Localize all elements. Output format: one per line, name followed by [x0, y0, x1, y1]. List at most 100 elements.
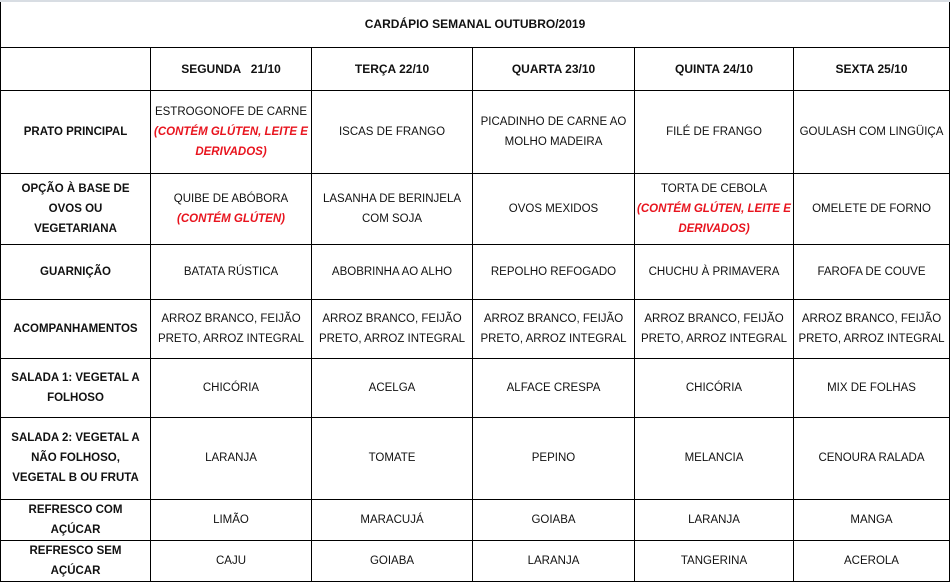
menu-cell: ISCAS DE FRANGO — [311, 89, 473, 174]
menu-cell: MANGA — [792, 498, 950, 541]
menu-cell: LARANJA — [634, 498, 794, 541]
dish-text: OVOS MEXIDOS — [508, 202, 599, 215]
dish-text: ACEROLA — [844, 554, 899, 567]
dish-text: MANGA — [850, 513, 893, 526]
dish-text: TORTA DE CEBOLA — [660, 182, 768, 195]
dish-text: PICADINHO DE CARNE AO MOLHO MADEIRA — [480, 115, 627, 148]
row-label: OPÇÃO À BASE DE OVOS OU VEGETARIANA — [0, 172, 151, 245]
menu-cell: MARACUJÁ — [311, 498, 473, 541]
dish-text: LASANHA DE BERINJELA COM SOJA — [322, 192, 462, 225]
menu-cell: BATATA RÚSTICA — [150, 243, 312, 300]
row-refresco-sem-acucar: REFRESCO SEM AÇÚCAR CAJU GOIABA LARANJA TANG… — [0, 539, 950, 582]
menu-cell: TORTA DE CEBOLA (CONTÉM GLÚTEN, LEITE E D… — [634, 172, 794, 245]
menu-cell: OMELETE DE FORNO — [792, 172, 950, 245]
menu-cell: ESTROGONOFE DE CARNE (CONTÉM GLÚTEN, LEIT… — [150, 89, 312, 174]
row-label: REFRESCO COM AÇÚCAR — [0, 498, 151, 541]
menu-cell: ACELGA — [311, 357, 473, 418]
title-row: CARDÁPIO SEMANAL OUTUBRO/2019 — [0, 0, 950, 48]
dish-text: LARANJA — [205, 452, 257, 464]
day-header: SEGUNDA 21/10 — [150, 46, 312, 91]
menu-cell: TANGERINA — [634, 539, 794, 582]
menu-cell: ABOBRINHA AO ALHO — [311, 243, 473, 300]
dish-text: FAROFA DE COUVE — [817, 265, 926, 278]
dish-text: ARROZ BRANCO, FEIJÃO PRETO, ARROZ INTEGR… — [798, 312, 945, 345]
menu-cell: ALFACE CRESPA — [472, 357, 635, 418]
menu-cell: ARROZ BRANCO, FEIJÃO PRETO, ARROZ INTEGR… — [311, 298, 473, 359]
dish-text: LARANJA — [527, 554, 580, 567]
menu-cell: PICADINHO DE CARNE AO MOLHO MADEIRA — [472, 89, 635, 174]
menu-cell: TOMATE — [311, 416, 473, 500]
dish-text: CENOURA RALADA — [818, 452, 925, 464]
row-label: SALADA 2: VEGETAL A NÃO FOLHOSO, VEGETAL… — [0, 416, 151, 500]
menu-cell: MELANCIA — [634, 416, 794, 500]
row-label: PRATO PRINCIPAL — [0, 89, 151, 174]
menu-cell: FAROFA DE COUVE — [792, 243, 950, 300]
row-acompanhamentos: ACOMPANHAMENTOS ARROZ BRANCO, FEIJÃO PRET… — [0, 298, 950, 359]
header-row: SEGUNDA 21/10 TERÇA 22/10 QUARTA 23/10 Q… — [0, 46, 950, 91]
day-header: QUINTA 24/10 — [634, 46, 794, 91]
menu-cell: QUIBE DE ABÓBORA (CONTÉM GLÚTEN) — [150, 172, 312, 245]
dish-text: ABOBRINHA AO ALHO — [331, 265, 453, 278]
dish-text: MIX DE FOLHAS — [827, 381, 916, 394]
menu-cell: GOIABA — [311, 539, 473, 582]
allergen-note: (CONTÉM GLÚTEN) — [177, 212, 285, 225]
dish-text: CHICÓRIA — [685, 381, 743, 394]
dish-text: REPOLHO REFOGADO — [490, 265, 617, 278]
row-prato-principal: PRATO PRINCIPAL ESTROGONOFE DE CARNE (CONT… — [0, 89, 950, 174]
allergen-note: (CONTÉM GLÚTEN, LEITE E DERIVADOS) — [154, 125, 308, 158]
dish-text: FILÉ DE FRANGO — [666, 125, 762, 138]
row-label: ACOMPANHAMENTOS — [0, 298, 151, 359]
dish-text: CHUCHU À PRIMAVERA — [648, 265, 780, 278]
menu-cell: ARROZ BRANCO, FEIJÃO PRETO, ARROZ INTEGR… — [150, 298, 312, 359]
dish-text: OMELETE DE FORNO — [812, 202, 931, 215]
menu-cell: LARANJA — [472, 539, 635, 582]
corner-cell — [0, 46, 151, 91]
dish-text: ARROZ BRANCO, FEIJÃO PRETO, ARROZ INTEGR… — [318, 312, 466, 345]
dish-text: ESTROGONOFE DE CARNE — [154, 105, 308, 118]
menu-cell: ARROZ BRANCO, FEIJÃO PRETO, ARROZ INTEGR… — [472, 298, 635, 359]
menu-cell: CENOURA RALADA — [792, 416, 950, 500]
dish-text: TOMATE — [368, 452, 416, 464]
day-header: TERÇA 22/10 — [311, 46, 473, 91]
dish-text: PEPINO — [531, 452, 576, 464]
menu-cell: ARROZ BRANCO, FEIJÃO PRETO, ARROZ INTEGR… — [792, 298, 950, 359]
row-guarnicao: GUARNIÇÃO BATATA RÚSTICA ABOBRINHA AO ALHO… — [0, 243, 950, 300]
day-header: SEXTA 25/10 — [792, 46, 950, 91]
menu-cell: CHICÓRIA — [150, 357, 312, 418]
row-label: REFRESCO SEM AÇÚCAR — [0, 539, 151, 582]
menu-cell: CAJU — [150, 539, 312, 582]
row-label: SALADA 1: VEGETAL A FOLHOSO — [0, 357, 151, 418]
dish-text: CHICÓRIA — [202, 381, 260, 394]
menu-cell: GOIABA — [472, 498, 635, 541]
menu-cell: MIX DE FOLHAS — [792, 357, 950, 418]
dish-text: ALFACE CRESPA — [506, 381, 601, 394]
menu-cell: ARROZ BRANCO, FEIJÃO PRETO, ARROZ INTEGR… — [634, 298, 794, 359]
dish-text: MELANCIA — [684, 452, 744, 464]
dish-text: BATATA RÚSTICA — [183, 265, 279, 278]
dish-text: GOIABA — [531, 513, 576, 526]
dish-text: ISCAS DE FRANGO — [338, 125, 446, 138]
menu-cell: PEPINO — [472, 416, 635, 500]
dish-text: ARROZ BRANCO, FEIJÃO PRETO, ARROZ INTEGR… — [157, 312, 305, 345]
row-refresco-com-acucar: REFRESCO COM AÇÚCAR LIMÃO MARACUJÁ GOIABA LA… — [0, 498, 950, 541]
menu-cell: CHICÓRIA — [634, 357, 794, 418]
menu-cell: FILÉ DE FRANGO — [634, 89, 794, 174]
menu-cell: REPOLHO REFOGADO — [472, 243, 635, 300]
menu-cell: CHUCHU À PRIMAVERA — [634, 243, 794, 300]
row-salada-1: SALADA 1: VEGETAL A FOLHOSO CHICÓRIA ACELG… — [0, 357, 950, 418]
row-salada-2: SALADA 2: VEGETAL A NÃO FOLHOSO, VEGETAL… — [0, 416, 950, 500]
dish-text: LIMÃO — [213, 513, 249, 526]
dish-text: ARROZ BRANCO, FEIJÃO PRETO, ARROZ INTEGR… — [640, 312, 788, 345]
row-label: GUARNIÇÃO — [0, 243, 151, 300]
dish-text: CAJU — [215, 554, 247, 567]
day-header: QUARTA 23/10 — [472, 46, 635, 91]
menu-cell: GOULASH COM LINGÜIÇA — [792, 89, 950, 174]
dish-text: MARACUJÁ — [360, 513, 424, 526]
menu-cell: ACEROLA — [792, 539, 950, 582]
dish-text: ACELGA — [368, 381, 416, 394]
allergen-note: (CONTÉM GLÚTEN, LEITE E DERIVADOS) — [637, 202, 791, 235]
dish-text: TANGERINA — [680, 554, 748, 567]
dish-text: ARROZ BRANCO, FEIJÃO PRETO, ARROZ INTEGR… — [480, 312, 627, 345]
menu-title: CARDÁPIO SEMANAL OUTUBRO/2019 — [0, 0, 950, 48]
